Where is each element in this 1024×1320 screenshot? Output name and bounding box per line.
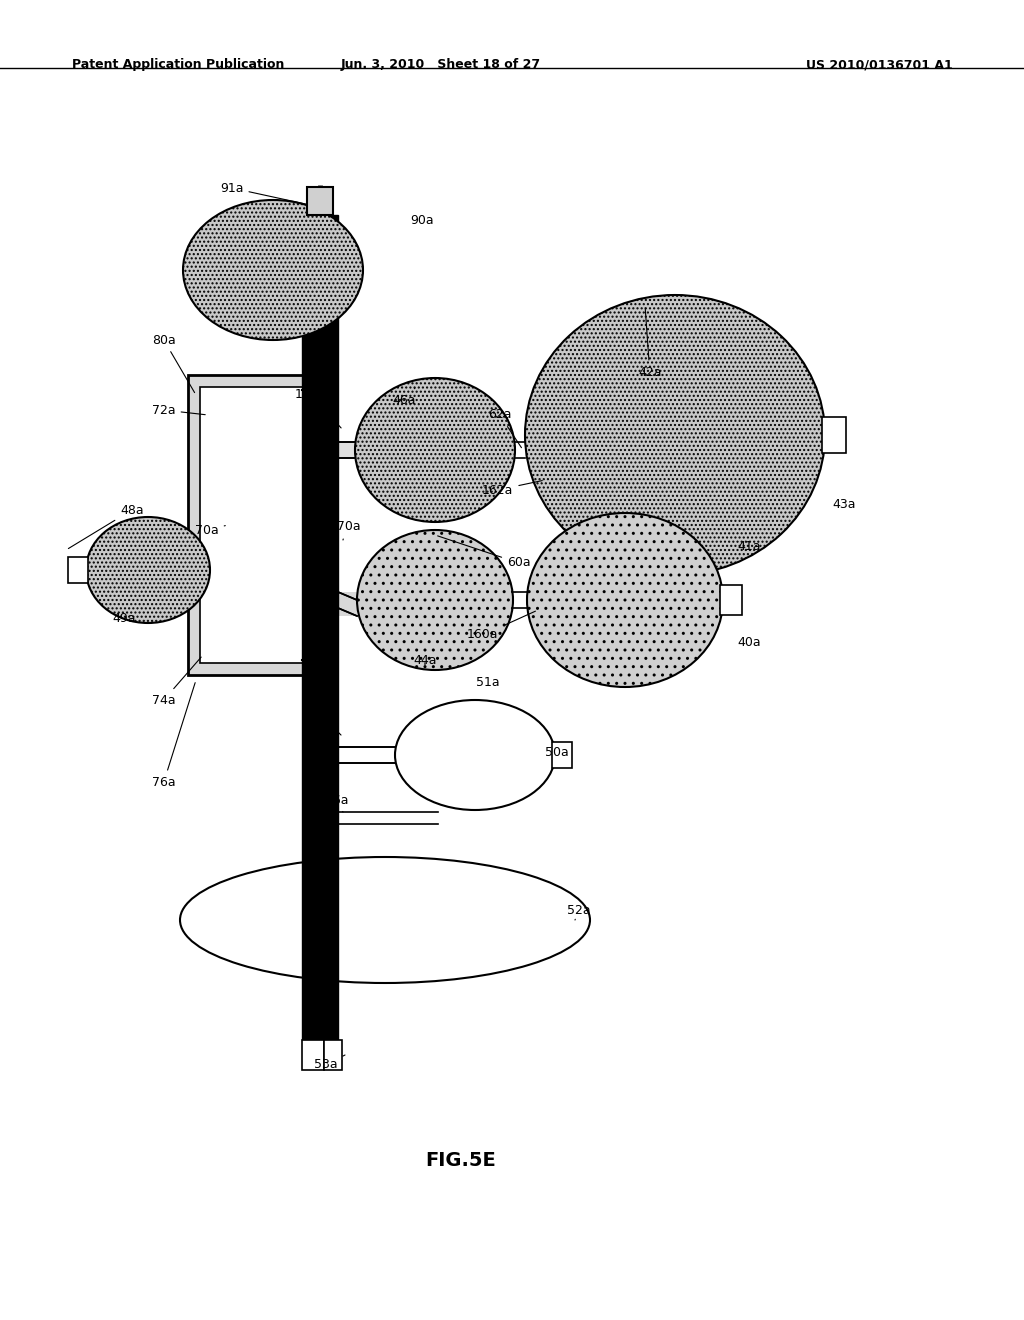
Bar [302, 215, 338, 1040]
Text: 53a: 53a [314, 1055, 345, 1072]
Text: Patent Application Publication: Patent Application Publication [72, 58, 284, 71]
Bar [302, 1040, 324, 1071]
Text: 62a: 62a [488, 408, 521, 447]
Text: 172a: 172a [295, 388, 341, 428]
Ellipse shape [357, 531, 513, 671]
Text: FIG.5E: FIG.5E [425, 1151, 497, 1170]
Bar [720, 585, 742, 615]
Bar [338, 747, 395, 763]
Bar [338, 442, 355, 458]
Text: 42a: 42a [638, 308, 662, 379]
Bar [324, 1040, 342, 1071]
Ellipse shape [180, 857, 590, 983]
Text: 90a: 90a [410, 214, 433, 227]
Text: 70a: 70a [195, 524, 225, 536]
Text: 43a: 43a [831, 499, 855, 511]
Ellipse shape [355, 378, 515, 521]
Text: 40a: 40a [737, 636, 761, 649]
Text: 52a: 52a [567, 903, 591, 920]
Ellipse shape [525, 294, 825, 576]
Bar [552, 742, 572, 768]
Text: 46a: 46a [392, 388, 416, 407]
Text: US 2010/0136701 A1: US 2010/0136701 A1 [806, 58, 952, 71]
Text: 49a: 49a [112, 611, 135, 624]
Bar [200, 387, 311, 663]
Text: 44a: 44a [413, 653, 436, 667]
Text: 76a: 76a [152, 682, 196, 788]
Ellipse shape [183, 201, 362, 341]
Text: 176a: 176a [318, 793, 349, 812]
Text: 160a: 160a [467, 611, 536, 642]
Text: 41a: 41a [737, 540, 761, 553]
Text: 51a: 51a [476, 676, 500, 689]
Polygon shape [338, 591, 357, 616]
Text: 74a: 74a [152, 657, 201, 706]
Bar [307, 187, 333, 215]
Text: 72a: 72a [152, 404, 205, 417]
Text: 48a: 48a [69, 503, 143, 549]
Text: 91a: 91a [220, 181, 307, 205]
Text: 170a: 170a [330, 520, 361, 540]
Bar [822, 417, 846, 453]
Text: Jun. 3, 2010   Sheet 18 of 27: Jun. 3, 2010 Sheet 18 of 27 [340, 58, 541, 71]
Text: 162a: 162a [482, 480, 543, 496]
Text: 50a: 50a [545, 747, 568, 759]
Ellipse shape [527, 513, 723, 686]
Ellipse shape [395, 700, 555, 810]
Text: 174a: 174a [308, 711, 341, 735]
Ellipse shape [86, 517, 210, 623]
Bar [188, 375, 323, 675]
Text: 80a: 80a [152, 334, 195, 392]
Text: 60a: 60a [437, 536, 530, 569]
Bar [68, 557, 88, 583]
